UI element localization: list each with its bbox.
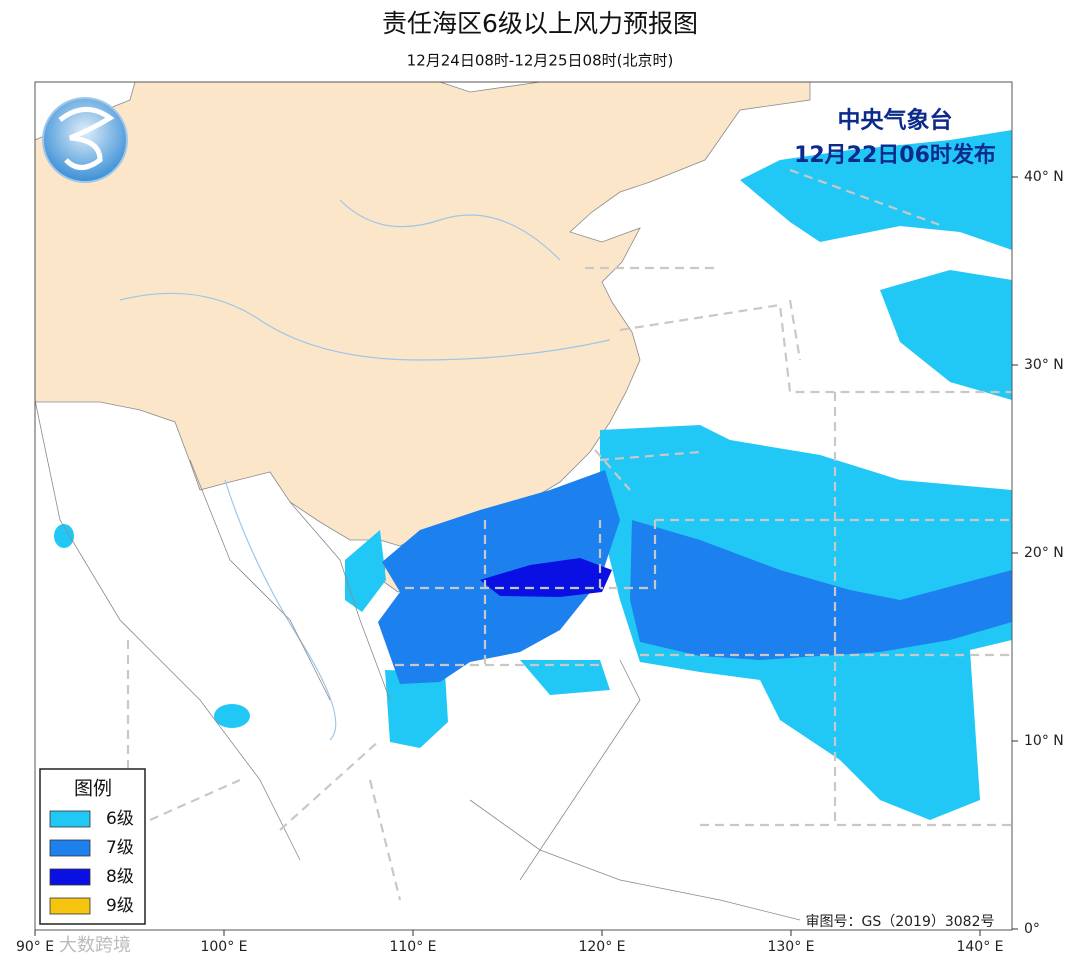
lon-tick-label: 110° E [389,939,436,955]
map-frame [34,81,1013,931]
legend-swatch [49,810,91,828]
wind-area [520,660,610,695]
lon-tick-label: 130° E [767,939,814,955]
wind-area [54,524,74,548]
lon-tick-label: 100° E [200,939,247,955]
china-land [35,82,811,547]
legend-swatch [49,868,91,886]
legend-label: 9级 [106,896,134,916]
wind-area [385,670,448,748]
lon-tick-label: 140° E [956,939,1003,955]
lon-tick-label: 120° E [578,939,625,955]
wind-area [630,520,1012,660]
lat-tick-label: 10° N [1024,733,1064,749]
wind-area [345,530,386,612]
legend-label: 7级 [106,838,134,858]
wind-areas [54,130,1012,820]
lat-tick-label: 0° [1024,921,1040,937]
lat-tick-label: 30° N [1024,357,1064,373]
lat-tick-label: 40° N [1024,169,1064,185]
cma-logo [42,97,128,183]
subtitle: 12月24日08时-12月25日08时(北京时) [407,52,674,70]
issued-time: 12月22日06时发布 [794,142,996,168]
legend-swatch [49,897,91,915]
lat-tick-label: 20° N [1024,545,1064,561]
map-body [35,82,1012,930]
lon-tick-label: 90° E [16,939,54,955]
watermark: 大数跨境 [59,935,131,956]
legend-title: 图例 [74,778,112,800]
legend-swatch [49,839,91,857]
title: 责任海区6级以上风力预报图 [382,9,698,38]
legend-label: 6级 [106,809,134,829]
approval-number: 审图号：GS（2019）3082号 [806,914,995,930]
wind-area [880,270,1012,400]
legend-label: 8级 [106,867,134,887]
publisher: 中央气象台 [838,107,953,134]
wind-area [740,130,1012,250]
sea-area-boundaries [126,168,1012,901]
wind-area [214,704,250,728]
legend: 图例 6级 7级 8级 9级 [39,768,146,925]
